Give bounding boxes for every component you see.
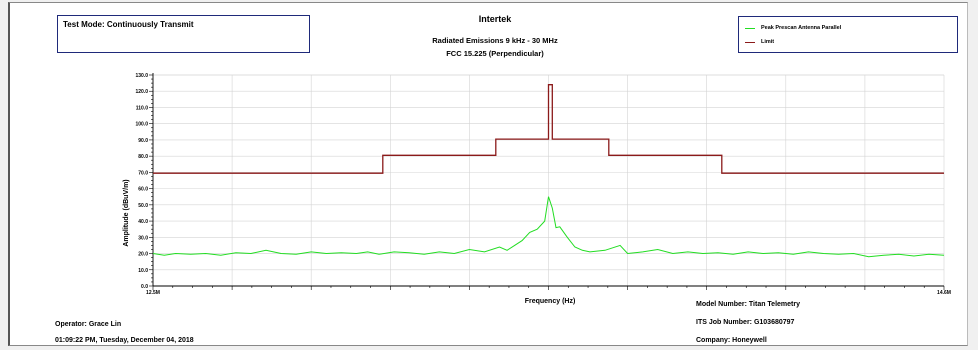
tick-labels: 0.0 10.0 20.0 30.0 40.0 50.0 60.0 70.0 80.0 90.0 1… bbox=[135, 73, 950, 296]
chart-frame: Test Mode: Continuously Transmit Interte… bbox=[8, 2, 968, 346]
y-tick-label: 40.0 bbox=[138, 219, 148, 225]
x-axis-label: Frequency (Hz) bbox=[525, 298, 576, 305]
legend-entry-peak: Peak Prescan Antenna Parallel bbox=[745, 25, 841, 31]
legend: Peak Prescan Antenna Parallel Limit bbox=[738, 16, 958, 53]
job-number-label: ITS Job Number: G103680797 bbox=[696, 319, 795, 326]
legend-swatch-limit bbox=[745, 41, 755, 43]
company-label: Company: Honeywell bbox=[696, 337, 767, 344]
chart-subtitle-standard: FCC 15.225 (Perpendicular) bbox=[446, 49, 544, 58]
y-tick-label: 30.0 bbox=[138, 235, 148, 241]
legend-label-limit: Limit bbox=[761, 39, 775, 45]
test-mode-label: Test Mode: Continuously Transmit bbox=[63, 20, 194, 29]
y-tick-label: 80.0 bbox=[138, 154, 148, 160]
y-tick-label: 100.0 bbox=[135, 122, 148, 128]
y-tick-label: 20.0 bbox=[138, 252, 148, 258]
legend-swatch-peak bbox=[745, 27, 755, 29]
y-tick-label: 70.0 bbox=[138, 170, 148, 176]
y-tick-label: 10.0 bbox=[138, 268, 148, 274]
y-tick-label: 0.0 bbox=[141, 284, 148, 290]
x-tick-label: 12.5M bbox=[146, 290, 160, 296]
y-tick-label: 50.0 bbox=[138, 203, 148, 209]
operator-label: Operator: Grace Lin bbox=[55, 321, 122, 328]
x-tick-label: 14.6M bbox=[937, 290, 951, 296]
y-tick-label: 130.0 bbox=[135, 73, 148, 79]
y-tick-label: 120.0 bbox=[135, 89, 148, 95]
chart-title: Intertek bbox=[478, 14, 512, 24]
y-tick-label: 60.0 bbox=[138, 187, 148, 193]
plot-area: 0.0 10.0 20.0 30.0 40.0 50.0 60.0 70.0 80.0 90.0 1… bbox=[123, 73, 951, 305]
series-line-peak-prescan-antenna-parallel bbox=[152, 196, 945, 258]
test-mode-box: Test Mode: Continuously Transmit bbox=[57, 15, 310, 53]
y-tick-label: 90.0 bbox=[138, 138, 148, 144]
timestamp-label: 01:09:22 PM, Tuesday, December 04, 2018 bbox=[55, 337, 194, 344]
y-tick-label: 110.0 bbox=[136, 105, 148, 111]
axes bbox=[149, 73, 945, 290]
chart-subtitle: Radiated Emissions 9 kHz - 30 MHz bbox=[432, 36, 558, 45]
y-axis-label: Amplitude (dBuV/m) bbox=[123, 179, 130, 246]
legend-entry-limit: Limit bbox=[745, 39, 774, 45]
series-layer bbox=[152, 84, 945, 258]
model-number-label: Model Number: Titan Telemetry bbox=[696, 301, 800, 308]
legend-label-peak: Peak Prescan Antenna Parallel bbox=[761, 25, 842, 31]
series-line-limit bbox=[153, 84, 944, 174]
